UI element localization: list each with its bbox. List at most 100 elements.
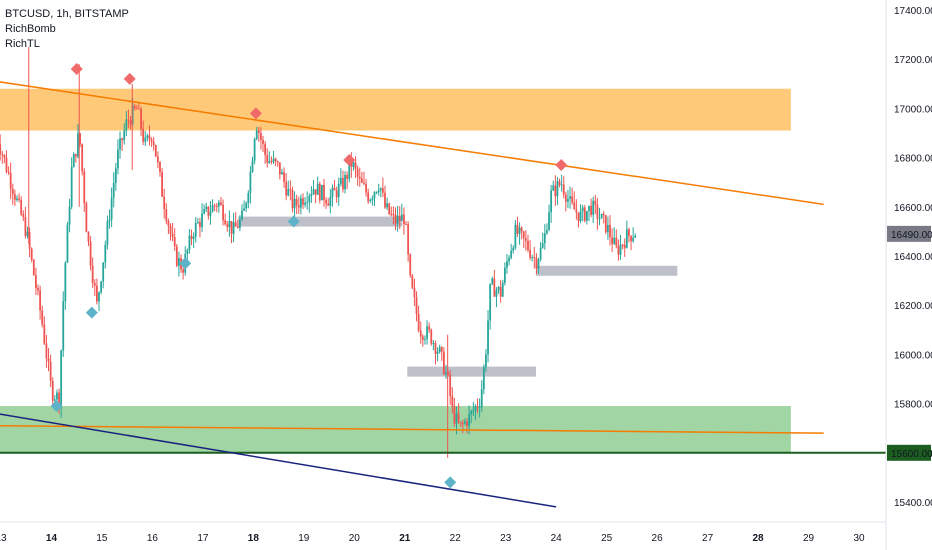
symbol-label[interactable]: BTCUSD, 1h, BITSTAMP — [5, 8, 129, 20]
candle — [156, 151, 159, 169]
candle-body — [156, 156, 159, 163]
candle — [546, 223, 548, 235]
sell-signal-marker — [249, 107, 262, 120]
candle-body — [45, 343, 48, 359]
candle — [539, 241, 542, 262]
candle — [87, 231, 90, 247]
candle — [264, 141, 267, 164]
candle-body — [392, 214, 395, 216]
candle — [613, 227, 616, 245]
candle-body — [93, 282, 96, 286]
candle — [138, 102, 140, 110]
candle-body — [415, 297, 418, 314]
candle — [369, 198, 372, 203]
candle-body — [68, 206, 71, 225]
candle-body — [604, 215, 607, 233]
candle — [302, 193, 304, 210]
candle — [548, 204, 550, 232]
candle — [270, 156, 273, 165]
candle — [594, 194, 597, 215]
candle-body — [556, 181, 559, 197]
price-tick-label: 16400.00 — [894, 252, 932, 263]
candle-body — [524, 238, 527, 241]
candle — [607, 216, 609, 240]
candle-body — [72, 153, 75, 168]
candle — [487, 310, 489, 363]
candle — [232, 212, 235, 243]
candle-body — [468, 413, 471, 427]
candle — [150, 137, 153, 147]
time-tick-label: 29 — [803, 533, 815, 544]
candle-body — [150, 139, 153, 142]
candle-body — [611, 237, 614, 244]
candle-body — [186, 249, 189, 255]
candle — [209, 201, 212, 225]
candle-body — [302, 198, 304, 205]
candle-body — [276, 161, 279, 163]
candle — [470, 409, 473, 424]
candle-body — [321, 185, 323, 201]
candle — [238, 215, 241, 232]
candle-body — [213, 205, 216, 207]
candle — [360, 171, 363, 184]
candle-body — [630, 235, 632, 242]
levels-layer — [238, 216, 678, 377]
candle — [285, 173, 288, 201]
candle-body — [373, 192, 376, 199]
candle-body — [0, 144, 2, 154]
candle — [392, 206, 395, 225]
candle-body — [119, 138, 121, 150]
candle-body — [232, 222, 235, 234]
candle-body — [234, 222, 237, 227]
candle-body — [266, 155, 269, 163]
candle — [327, 198, 330, 207]
candle-body — [400, 214, 403, 221]
candle — [495, 287, 498, 308]
time-tick-label: 27 — [702, 533, 714, 544]
price-tick-label: 16000.00 — [894, 350, 932, 361]
candle — [241, 204, 243, 221]
candle-body — [369, 200, 372, 202]
candle-body — [440, 347, 443, 352]
price-tick-label: 17400.00 — [894, 6, 932, 17]
candle — [321, 184, 323, 201]
sell-signal-marker — [70, 63, 83, 76]
candle-body — [552, 185, 555, 191]
candle — [409, 253, 412, 278]
candle — [381, 177, 384, 198]
candle — [625, 220, 628, 249]
candle-body — [411, 275, 414, 288]
candle-body — [121, 138, 124, 141]
candle-body — [352, 162, 355, 167]
candle — [18, 193, 20, 203]
candle-body — [32, 259, 35, 276]
candle — [272, 151, 275, 165]
indicator-richbomb-label[interactable]: RichBomb — [5, 23, 56, 35]
candle-body — [386, 203, 388, 208]
price-tick-label: 15800.00 — [894, 400, 932, 411]
candle-body — [600, 213, 603, 219]
candle-body — [461, 423, 464, 425]
candle — [318, 181, 321, 204]
candle-body — [281, 172, 283, 175]
candle — [333, 180, 336, 191]
candle — [224, 213, 227, 226]
candle — [95, 278, 98, 305]
candle-body — [438, 347, 441, 352]
candle — [161, 167, 163, 198]
candle — [365, 179, 367, 197]
candle-body — [476, 406, 479, 408]
candle-body — [466, 421, 468, 427]
indicator-richtl-label[interactable]: RichTL — [5, 38, 40, 50]
candle — [152, 137, 155, 151]
candle — [146, 133, 149, 142]
candle-body — [190, 235, 193, 239]
candle-body — [127, 119, 130, 121]
candle-body — [47, 358, 50, 362]
upper-trendline — [0, 81, 824, 206]
candle — [407, 221, 410, 262]
candle — [331, 184, 334, 207]
candle-body — [144, 137, 147, 142]
